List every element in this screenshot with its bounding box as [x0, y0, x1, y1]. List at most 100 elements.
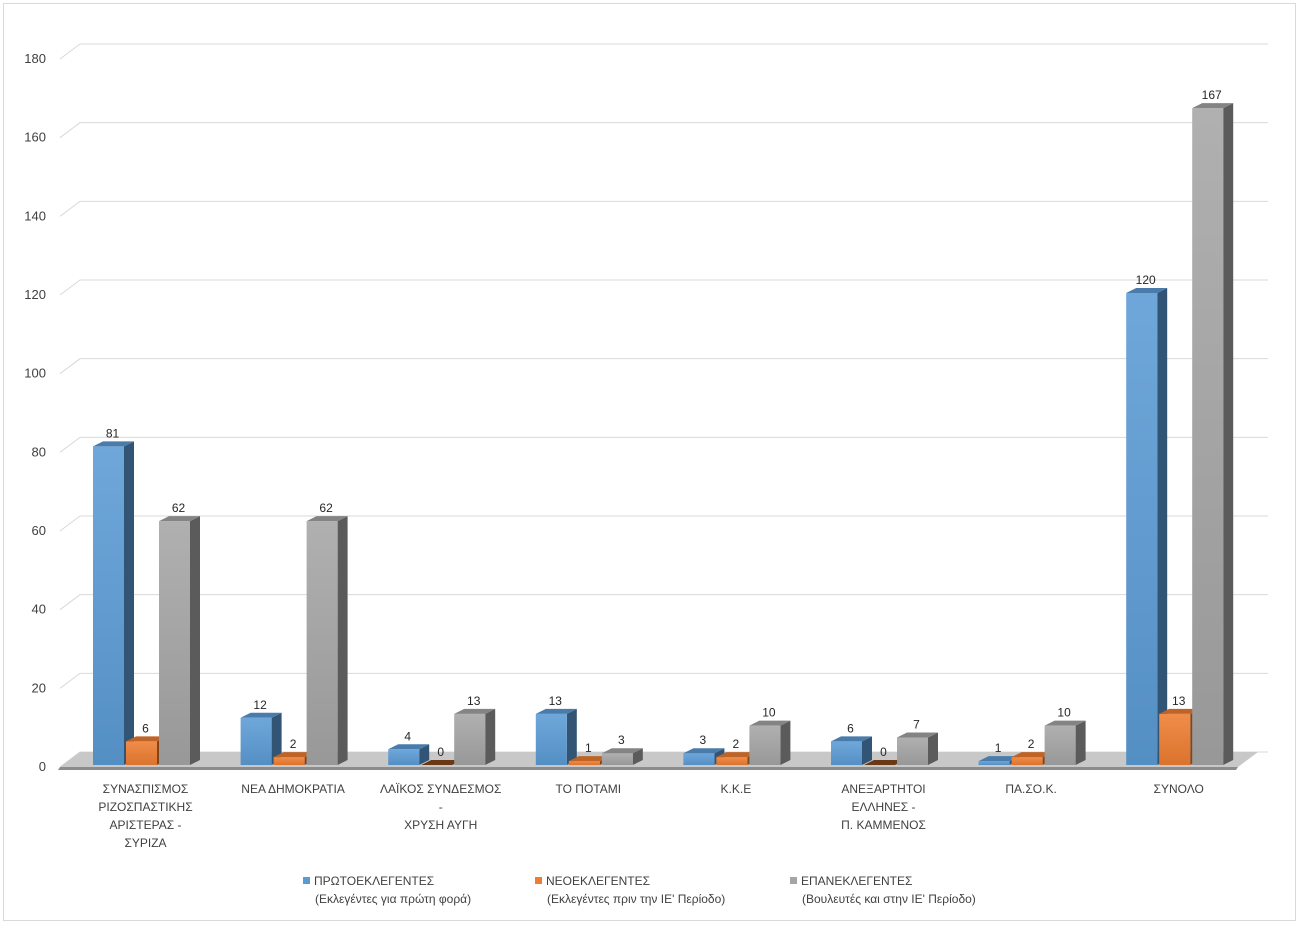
- bar-side: [928, 732, 938, 765]
- bar-top: [535, 708, 577, 714]
- category-label-line: ΛΑΪΚΟΣ ΣΥΝΔΕΣΜΟΣ: [380, 782, 501, 796]
- bar-top: [388, 744, 430, 750]
- bar: [831, 736, 872, 765]
- bar-top: [93, 441, 134, 447]
- bar: [601, 748, 643, 765]
- data-label: 2: [733, 737, 740, 751]
- legend-sublabel: (Εκλεγέντες για πρώτη φορά): [315, 892, 471, 906]
- bar: [1044, 720, 1086, 765]
- bar-front: [1044, 725, 1076, 765]
- bar-side: [190, 516, 200, 765]
- bar-side: [1223, 103, 1234, 766]
- data-label: 120: [1136, 273, 1156, 287]
- bars: [93, 103, 1234, 766]
- bar-top: [864, 760, 905, 765]
- y-tick-label: 180: [24, 51, 46, 66]
- category-label-line: Κ.Κ.Ε: [721, 782, 752, 796]
- category-label-line: ΑΡΙΣΤΕΡΑΣ -: [110, 818, 182, 832]
- bar-front: [306, 521, 338, 765]
- category-label-line: ΝΕΑ ΔΗΜΟΚΡΑΤΙΑ: [241, 782, 345, 796]
- bar-front: [273, 757, 305, 765]
- data-label: 6: [847, 721, 854, 735]
- data-label: 81: [106, 426, 120, 440]
- gridline: [59, 43, 1268, 60]
- category-label-line: -: [439, 800, 443, 814]
- y-tick-label: 20: [32, 680, 46, 695]
- y-tick-label: 160: [24, 130, 46, 145]
- y-tick-label: 40: [32, 602, 46, 617]
- y-tick-label: 60: [32, 523, 46, 538]
- legend-label: ΕΠΑΝΕΚΛΕΓΕΝΤΕΣ: [801, 874, 912, 888]
- bar-top: [159, 516, 200, 522]
- data-label: 62: [172, 501, 186, 515]
- bar-front: [897, 737, 928, 765]
- bar-side: [780, 720, 791, 765]
- category-label: ΠΑ.ΣΟ.Κ.: [1005, 782, 1056, 796]
- gridlines: [59, 43, 1268, 768]
- category-label: Κ.Κ.Ε: [721, 782, 752, 796]
- category-label: ΑΝΕΞΑΡΤΗΤΟΙ ΕΛΛΗΝΕΣ - Π. ΚΑΜΜΕΝΟΣ: [841, 782, 926, 832]
- bar-front: [388, 749, 420, 765]
- bar-top: [749, 720, 791, 726]
- data-label: 13: [549, 694, 563, 708]
- category-label-line: ΑΝΕΞΑΡΤΗΤΟΙ: [841, 782, 925, 796]
- legend: ΠΡΩΤΟΕΚΛΕΓΕΝΤΕΣ (Εκλεγέντες για πρώτη φορ…: [303, 874, 976, 906]
- bar-front: [240, 717, 272, 765]
- bar: [1192, 103, 1234, 766]
- gridline: [59, 594, 1268, 611]
- bar-top: [683, 748, 725, 754]
- bar-side: [124, 441, 134, 765]
- data-label: 1: [995, 741, 1002, 755]
- data-label: 167: [1202, 88, 1222, 102]
- data-label: 62: [319, 501, 333, 515]
- y-tick-label: 80: [32, 444, 46, 459]
- data-label: 6: [142, 721, 149, 735]
- legend-item: ΝΕΟΕΚΛΕΓΕΝΤΕΣ (Εκλεγέντες πριν την ΙΕ' Πε…: [535, 874, 725, 906]
- bar-side: [566, 708, 577, 765]
- bar-top: [1192, 103, 1234, 109]
- bar-front: [601, 753, 633, 765]
- legend-item: ΕΠΑΝΕΚΛΕΓΕΝΤΕΣ (Βουλευτές και στην ΙΕ' Πε…: [790, 874, 976, 906]
- gridline: [59, 358, 1268, 375]
- y-tick-label: 0: [39, 759, 46, 774]
- bar: [388, 744, 430, 765]
- gridline: [59, 279, 1268, 296]
- bar: [749, 720, 791, 765]
- bar-front: [749, 725, 781, 765]
- category-label-line: ΣΥΝΟΛΟ: [1154, 782, 1204, 796]
- bar-top: [126, 736, 167, 742]
- bar-front: [535, 713, 567, 765]
- bar: [93, 441, 134, 765]
- legend-swatch: [303, 877, 310, 884]
- bar-top: [716, 752, 758, 758]
- bar: [159, 516, 200, 765]
- data-label: 3: [700, 733, 707, 747]
- bar-top: [240, 712, 282, 718]
- bar: [306, 516, 348, 765]
- data-label: 2: [1028, 737, 1035, 751]
- bar-front: [683, 753, 715, 765]
- bar-top: [1044, 720, 1086, 726]
- data-label: 12: [253, 698, 267, 712]
- legend-sublabel: (Εκλεγέντες πριν την ΙΕ' Περίοδο): [547, 892, 725, 906]
- bar-side: [485, 708, 496, 765]
- bar-top: [831, 736, 872, 742]
- data-label: 2: [290, 737, 297, 751]
- gridline: [59, 122, 1268, 139]
- category-label-line: ΣΥΡΙΖΑ: [124, 836, 166, 850]
- bar-top: [306, 516, 348, 522]
- bar-front: [93, 446, 124, 765]
- bar-top: [1159, 708, 1201, 714]
- bar-front: [978, 761, 1010, 765]
- bar-side: [862, 736, 872, 765]
- bar-side: [271, 712, 282, 765]
- bar-top: [1011, 752, 1053, 758]
- bar-top: [568, 756, 610, 762]
- bar: [535, 708, 577, 765]
- category-label-line: ΤΟ ΠΟΤΑΜΙ: [556, 782, 622, 796]
- floor-top: [60, 752, 1258, 767]
- bar-front: [454, 713, 486, 765]
- legend-sublabel: (Βουλευτές και στην ΙΕ' Περίοδο): [802, 892, 976, 906]
